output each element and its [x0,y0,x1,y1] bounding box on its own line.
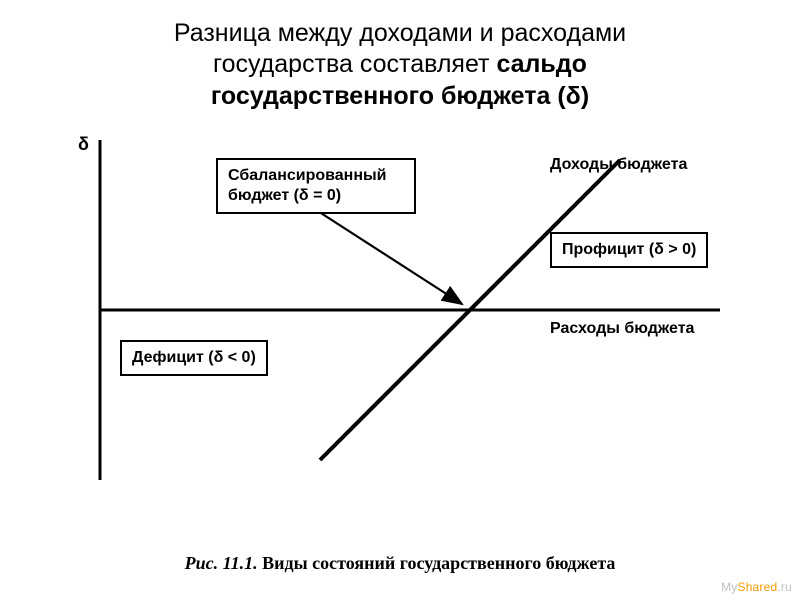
figure-number: Рис. 11.1. [185,553,258,573]
title-line2-plain: государства составляет [213,50,496,78]
delta-axis-label: δ [78,134,89,155]
watermark-my: My [721,580,737,594]
deficit-box: Дефицит (δ < 0) [120,340,268,376]
title-line1: Разница между доходами и расходами [174,19,626,47]
watermark-suffix: .ru [777,580,792,594]
title-line3-bold: государственного бюджета (δ) [211,82,589,110]
balanced-line1: Сбалансированный [228,167,386,184]
balanced-box: Сбалансированный бюджет (δ = 0) [216,158,416,214]
balanced-line2: бюджет (δ = 0) [228,187,341,204]
income-label: Доходы бюджета [550,156,687,174]
watermark: MyShared.ru [721,580,792,594]
figure-text: Виды состояний государственного бюджета [262,553,615,573]
surplus-box: Профицит (δ > 0) [550,232,708,268]
title-line2-bold: сальдо [496,50,587,78]
expense-label: Расходы бюджета [550,320,694,338]
pointer-arrow [310,206,462,304]
page-title: Разница между доходами и расходами госуд… [0,0,800,122]
watermark-shared: Shared [737,580,777,594]
budget-balance-diagram: δ Доходы бюджета Расходы бюджета Сбаланс… [60,140,740,500]
figure-caption: Рис. 11.1. Виды состояний государственно… [0,553,800,574]
